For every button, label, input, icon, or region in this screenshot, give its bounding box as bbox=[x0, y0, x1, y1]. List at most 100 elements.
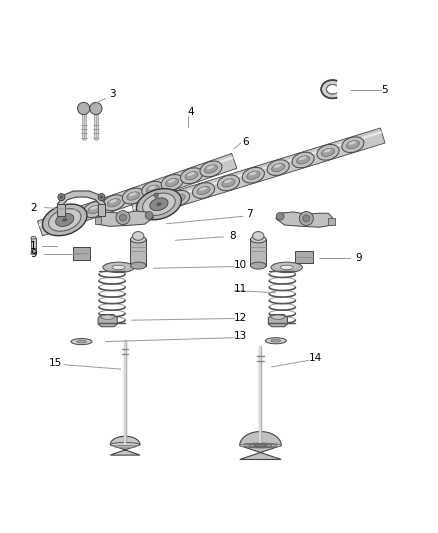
Ellipse shape bbox=[199, 187, 207, 191]
Bar bbox=[98, 204, 106, 216]
Circle shape bbox=[60, 195, 63, 199]
Ellipse shape bbox=[68, 212, 81, 221]
Ellipse shape bbox=[101, 315, 114, 319]
Bar bbox=[131, 239, 146, 265]
Circle shape bbox=[90, 102, 102, 115]
Ellipse shape bbox=[166, 179, 179, 187]
Ellipse shape bbox=[172, 194, 185, 202]
Ellipse shape bbox=[249, 444, 272, 447]
Ellipse shape bbox=[271, 262, 302, 272]
Ellipse shape bbox=[133, 231, 144, 240]
Bar bbox=[73, 247, 90, 260]
Ellipse shape bbox=[222, 179, 235, 187]
Ellipse shape bbox=[205, 165, 218, 173]
Ellipse shape bbox=[224, 179, 232, 183]
Ellipse shape bbox=[168, 190, 190, 206]
Ellipse shape bbox=[148, 185, 156, 190]
Circle shape bbox=[276, 212, 284, 220]
Ellipse shape bbox=[161, 174, 183, 190]
Ellipse shape bbox=[197, 187, 210, 195]
Ellipse shape bbox=[272, 315, 285, 319]
Ellipse shape bbox=[122, 188, 144, 204]
Ellipse shape bbox=[88, 205, 101, 214]
Ellipse shape bbox=[240, 443, 281, 448]
Ellipse shape bbox=[324, 149, 331, 152]
Ellipse shape bbox=[49, 208, 81, 231]
Ellipse shape bbox=[249, 172, 257, 175]
Text: 14: 14 bbox=[308, 353, 321, 363]
Ellipse shape bbox=[83, 201, 106, 217]
Ellipse shape bbox=[71, 338, 92, 345]
Ellipse shape bbox=[346, 141, 360, 149]
Circle shape bbox=[303, 215, 310, 222]
Ellipse shape bbox=[71, 213, 78, 216]
Polygon shape bbox=[37, 154, 237, 236]
Bar bbox=[295, 251, 313, 263]
Ellipse shape bbox=[251, 262, 266, 269]
Ellipse shape bbox=[137, 189, 181, 220]
Text: 6: 6 bbox=[242, 137, 248, 147]
Ellipse shape bbox=[131, 236, 146, 243]
Circle shape bbox=[145, 212, 153, 220]
Circle shape bbox=[78, 102, 90, 115]
Ellipse shape bbox=[321, 148, 335, 156]
Ellipse shape bbox=[254, 445, 267, 446]
Bar bbox=[337, 79, 350, 99]
Ellipse shape bbox=[180, 168, 202, 184]
Ellipse shape bbox=[64, 208, 86, 224]
Polygon shape bbox=[98, 314, 117, 327]
Ellipse shape bbox=[156, 203, 162, 206]
Ellipse shape bbox=[107, 199, 120, 207]
Ellipse shape bbox=[129, 192, 137, 196]
Ellipse shape bbox=[127, 192, 140, 200]
Ellipse shape bbox=[349, 141, 356, 145]
Text: 15: 15 bbox=[49, 358, 62, 368]
Polygon shape bbox=[57, 191, 106, 207]
Polygon shape bbox=[328, 217, 335, 225]
Polygon shape bbox=[97, 211, 153, 227]
Ellipse shape bbox=[115, 446, 135, 448]
Text: 10: 10 bbox=[234, 260, 247, 270]
Ellipse shape bbox=[146, 185, 159, 193]
Ellipse shape bbox=[42, 204, 87, 236]
Bar bbox=[57, 204, 65, 216]
Ellipse shape bbox=[299, 156, 307, 160]
Ellipse shape bbox=[317, 144, 339, 160]
Circle shape bbox=[120, 214, 127, 221]
Ellipse shape bbox=[217, 175, 240, 191]
Polygon shape bbox=[268, 314, 288, 327]
Text: 1: 1 bbox=[30, 240, 37, 251]
Ellipse shape bbox=[103, 262, 134, 272]
Text: 12: 12 bbox=[234, 312, 247, 322]
Polygon shape bbox=[131, 128, 385, 220]
Polygon shape bbox=[39, 156, 233, 227]
Circle shape bbox=[100, 195, 103, 199]
Ellipse shape bbox=[321, 80, 344, 99]
Ellipse shape bbox=[56, 213, 74, 227]
Ellipse shape bbox=[274, 164, 282, 168]
Bar bbox=[251, 239, 266, 265]
Circle shape bbox=[154, 193, 158, 197]
Ellipse shape bbox=[280, 265, 293, 270]
Ellipse shape bbox=[168, 179, 175, 183]
Ellipse shape bbox=[110, 442, 140, 447]
Polygon shape bbox=[31, 238, 36, 253]
Polygon shape bbox=[276, 212, 332, 227]
Ellipse shape bbox=[31, 252, 36, 255]
Circle shape bbox=[299, 212, 313, 225]
Ellipse shape bbox=[242, 167, 265, 183]
Ellipse shape bbox=[185, 172, 198, 180]
Ellipse shape bbox=[247, 171, 260, 179]
Text: 7: 7 bbox=[246, 209, 253, 219]
Circle shape bbox=[98, 193, 105, 200]
Ellipse shape bbox=[90, 206, 98, 210]
Text: 4: 4 bbox=[187, 107, 194, 117]
Ellipse shape bbox=[244, 443, 277, 448]
Text: 9: 9 bbox=[30, 249, 37, 259]
Ellipse shape bbox=[141, 181, 164, 197]
Ellipse shape bbox=[112, 265, 125, 270]
Ellipse shape bbox=[131, 262, 146, 269]
Circle shape bbox=[60, 209, 64, 213]
Ellipse shape bbox=[207, 165, 214, 169]
Ellipse shape bbox=[251, 236, 266, 243]
